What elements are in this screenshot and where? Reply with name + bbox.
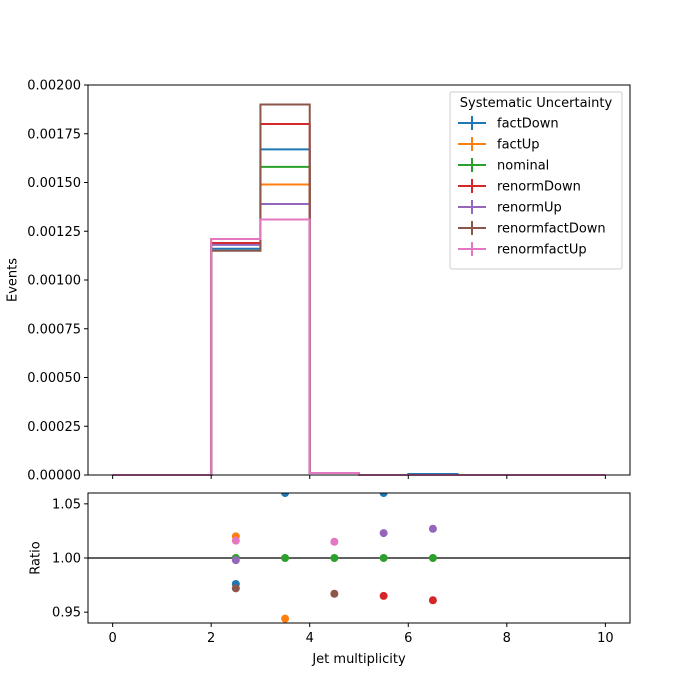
ratio-point-nominal: [330, 554, 339, 562]
ratio-panel: 0.95 1.00 1.05 0 2 4 6 8 10 Ratio Jet multiplici…: [29, 492, 631, 667]
ratio-point-renormfactUp: [231, 536, 240, 545]
legend-box: [449, 91, 623, 270]
ratio-y-tick-label: 0.95: [52, 606, 81, 621]
ratio-y-tick-label: 1.05: [52, 497, 81, 512]
ratio-point-renormDown: [428, 596, 437, 605]
ratio-point-nominal: [379, 554, 388, 562]
main-y-tick-label: 0.00075: [27, 322, 81, 337]
x-tick-label: 8: [503, 631, 511, 646]
legend-label: renormUp: [497, 201, 562, 216]
x-tick-label: 10: [597, 631, 614, 646]
ratio-y-axis-label: Ratio: [29, 541, 44, 574]
legend-label: factDown: [497, 117, 559, 132]
legend-item-renormUp: renormUp: [458, 200, 562, 216]
ratio-point-factDown: [281, 493, 290, 497]
ratio-point-nominal: [428, 554, 437, 562]
legend-item-factDown: factDown: [458, 116, 559, 132]
main-y-tick-label: 0.00150: [27, 176, 81, 191]
legend-item-renormDown: renormDown: [458, 179, 581, 195]
legend-label: renormfactDown: [497, 222, 606, 237]
legend-item-renormfactUp: renormfactUp: [458, 242, 587, 258]
main-y-tick-label: 0.00100: [27, 274, 81, 289]
legend-label: factUp: [497, 138, 540, 153]
legend-item-renormfactDown: renormfactDown: [458, 221, 606, 237]
ratio-point-renormUp: [231, 556, 240, 565]
main-y-tick-label: 0.00050: [27, 371, 81, 386]
legend-label: renormDown: [497, 180, 581, 195]
main-y-tick-label: 0.00025: [27, 420, 81, 435]
ratio-point-renormUp: [379, 529, 388, 538]
main-y-tick-label: 0.00000: [27, 469, 81, 484]
main-y-tick-label: 0.00175: [27, 127, 81, 142]
ratio-y-tick-label: 1.00: [52, 552, 81, 567]
ratio-point-renormUp: [428, 524, 437, 533]
legend: Systematic Uncertainty factDown factUp nom…: [449, 91, 623, 270]
legend-item-nominal: nominal: [458, 158, 549, 174]
legend-label: nominal: [497, 159, 549, 174]
x-tick-label: 0: [108, 631, 116, 646]
x-tick-label: 2: [207, 631, 215, 646]
x-tick-label: 4: [306, 631, 314, 646]
main-y-tick-label: 0.00125: [27, 225, 81, 240]
x-axis-label: Jet multiplicity: [311, 652, 406, 667]
ratio-point-factDown: [379, 493, 388, 497]
ratio-point-nominal: [281, 554, 290, 562]
ratio-point-factUp: [281, 614, 290, 623]
legend-title: Systematic Uncertainty: [460, 96, 613, 111]
ratio-point-renormfactDown: [330, 589, 339, 598]
ratio-point-renormDown: [379, 591, 388, 600]
main-y-tick-label: 0.00200: [27, 79, 81, 94]
main-histogram-panel: 0.00000 0.00025 0.00050 0.00075 0.00100 0.001…: [6, 79, 631, 484]
x-tick-label: 6: [404, 631, 412, 646]
ratio-point-renormfactDown: [231, 584, 240, 593]
ratio-point-renormfactUp: [330, 537, 339, 546]
legend-item-factUp: factUp: [458, 137, 540, 153]
legend-label: renormfactUp: [497, 243, 587, 258]
main-y-axis-label: Events: [6, 258, 21, 302]
